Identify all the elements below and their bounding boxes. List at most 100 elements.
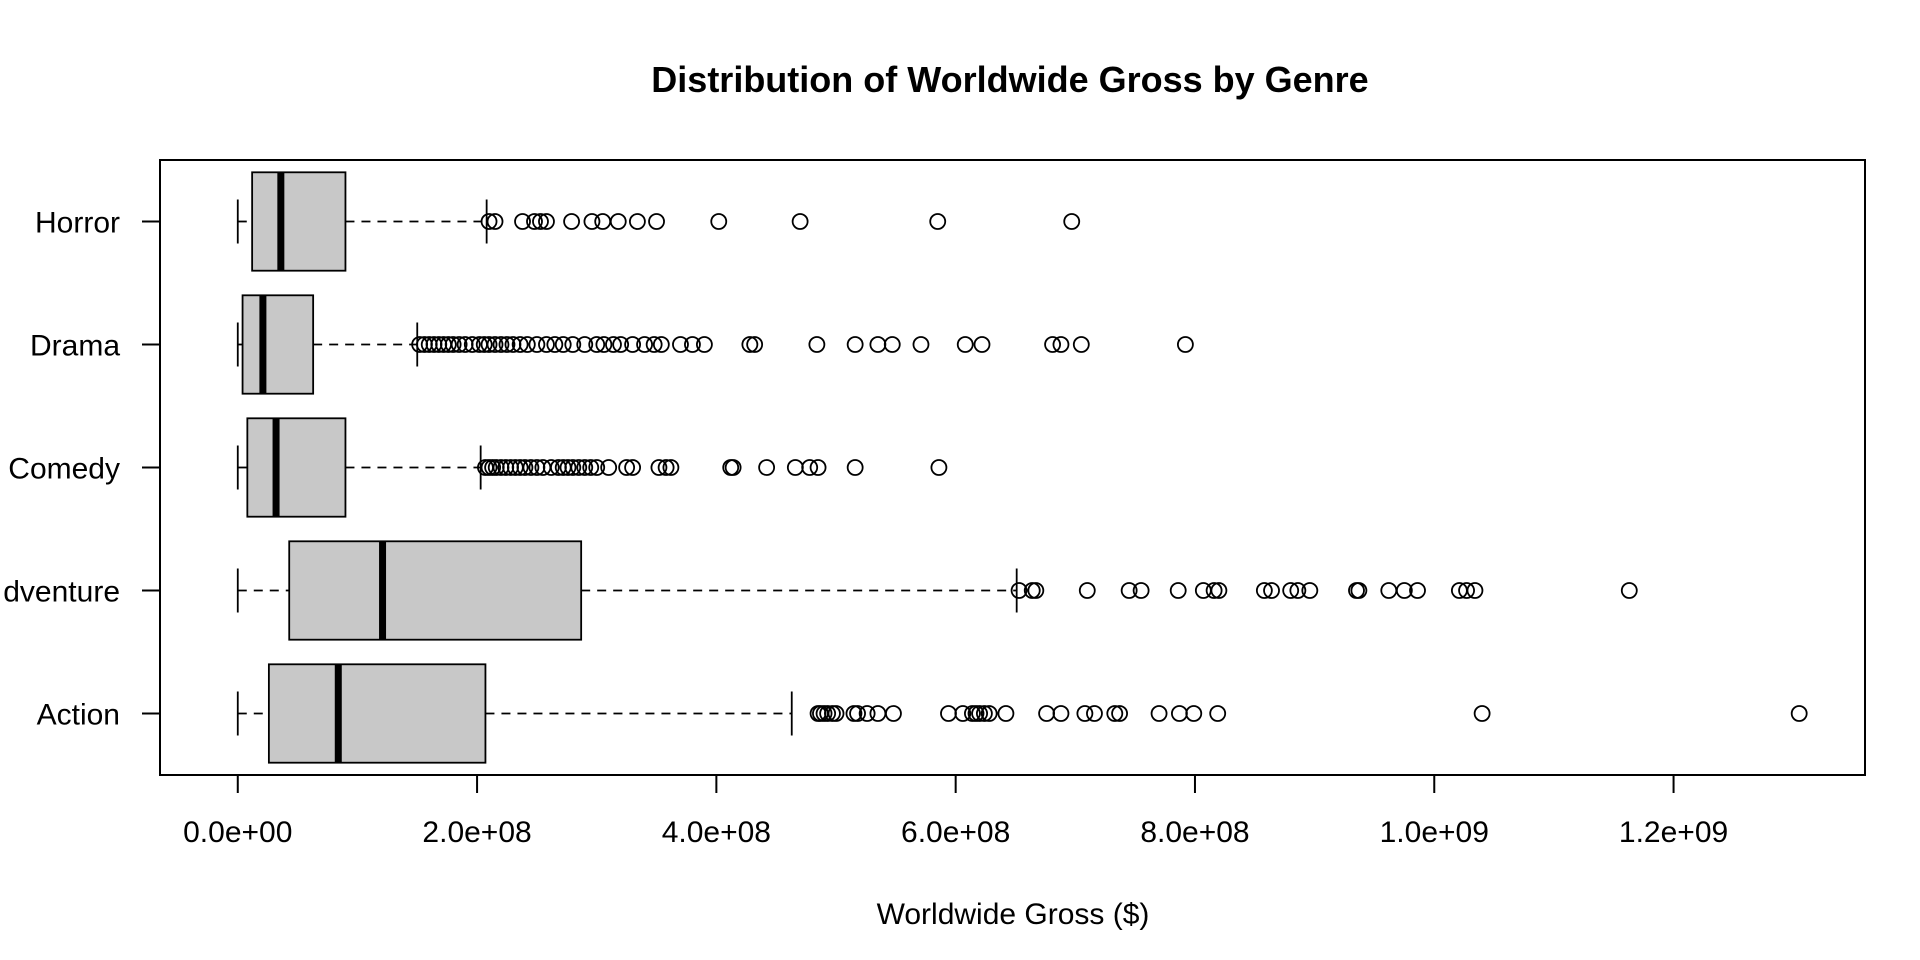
outlier-point bbox=[648, 213, 665, 230]
outlier-point bbox=[1205, 582, 1223, 599]
outlier-point bbox=[758, 459, 776, 476]
outlier-point bbox=[1255, 582, 1273, 599]
outlier-point bbox=[1620, 582, 1638, 599]
outlier-point bbox=[463, 336, 481, 353]
outlier-point bbox=[1171, 705, 1188, 722]
outlier-point bbox=[645, 336, 663, 353]
box-group-adventure bbox=[236, 540, 1638, 641]
boxes-layer bbox=[236, 171, 1808, 764]
outlier-point bbox=[522, 459, 540, 476]
outlier-point bbox=[1106, 705, 1124, 722]
outlier-point bbox=[1052, 705, 1070, 722]
outlier-point bbox=[498, 336, 516, 353]
box-group-drama bbox=[236, 294, 1194, 395]
outlier-point bbox=[1790, 705, 1808, 722]
y-tick-label: Action bbox=[37, 699, 120, 732]
outlier-point bbox=[956, 336, 974, 353]
outlier-point bbox=[576, 459, 594, 476]
outlier-point bbox=[696, 336, 713, 353]
outlier-point bbox=[450, 336, 468, 353]
outlier-point bbox=[444, 336, 462, 353]
outlier-point bbox=[511, 336, 529, 353]
outlier-point bbox=[518, 336, 536, 353]
x-tick-label: 4.0e+08 bbox=[662, 816, 771, 849]
outlier-point bbox=[710, 213, 728, 230]
outlier-point bbox=[559, 459, 577, 476]
outlier-point bbox=[858, 705, 876, 722]
outlier-point bbox=[885, 705, 902, 722]
outlier-point bbox=[480, 336, 498, 353]
box-iqr bbox=[241, 294, 315, 395]
outlier-point bbox=[684, 336, 701, 353]
outlier-point bbox=[1289, 582, 1307, 599]
outlier-point bbox=[1380, 582, 1398, 599]
y-tick-label: Comedy bbox=[8, 453, 120, 486]
box-iqr bbox=[267, 663, 487, 764]
outlier-point bbox=[746, 336, 764, 353]
outlier-point bbox=[629, 213, 646, 230]
x-tick-label: 6.0e+08 bbox=[901, 816, 1010, 849]
outlier-point bbox=[570, 459, 588, 476]
outlier-point bbox=[973, 336, 991, 353]
outlier-point bbox=[624, 336, 642, 353]
outlier-point bbox=[869, 705, 887, 722]
outlier-point bbox=[1409, 582, 1426, 599]
box-group-action bbox=[236, 663, 1808, 764]
outlier-point bbox=[1169, 582, 1187, 599]
outlier-point bbox=[486, 336, 504, 353]
outlier-point bbox=[846, 336, 864, 353]
outlier-point bbox=[1027, 582, 1045, 599]
outlier-point bbox=[1010, 582, 1028, 599]
y-tick-label: Horror bbox=[35, 207, 120, 240]
outlier-point bbox=[624, 459, 642, 476]
outlier-point bbox=[492, 336, 510, 353]
outlier-point bbox=[1072, 336, 1090, 353]
outlier-point bbox=[486, 213, 504, 230]
outlier-point bbox=[511, 459, 529, 476]
outlier-point bbox=[1282, 582, 1300, 599]
y-tick-label: Drama bbox=[30, 330, 120, 363]
chart-title: Distribution of Worldwide Gross by Genre bbox=[651, 59, 1368, 100]
outlier-point bbox=[819, 705, 837, 722]
outlier-point bbox=[786, 459, 804, 476]
outlier-point bbox=[542, 459, 560, 476]
outlier-point bbox=[930, 459, 948, 476]
x-tick-label: 0.0e+00 bbox=[183, 816, 292, 849]
outlier-point bbox=[1150, 705, 1168, 722]
outlier-point bbox=[595, 336, 613, 353]
outlier-point bbox=[480, 213, 498, 230]
outlier-point bbox=[657, 459, 675, 476]
box-iqr bbox=[251, 171, 347, 272]
outlier-point bbox=[809, 459, 827, 476]
outlier-point bbox=[1111, 705, 1128, 722]
outlier-point bbox=[1473, 705, 1491, 722]
outlier-point bbox=[975, 705, 993, 722]
x-tick-label: 1.2e+09 bbox=[1619, 816, 1728, 849]
outlier-point bbox=[1044, 336, 1061, 353]
outlier-point bbox=[1350, 582, 1368, 599]
outlier-point bbox=[672, 336, 689, 353]
outlier-point bbox=[1301, 582, 1319, 599]
outlier-point bbox=[546, 336, 564, 353]
outlier-point bbox=[564, 459, 582, 476]
outlier-point bbox=[883, 336, 901, 353]
outlier-point bbox=[563, 213, 580, 230]
outlier-point bbox=[741, 336, 759, 353]
outlier-point bbox=[1185, 705, 1203, 722]
outlier-point bbox=[605, 336, 622, 353]
outlier-point bbox=[1395, 582, 1413, 599]
box-group-horror bbox=[236, 171, 1081, 272]
outlier-point bbox=[808, 336, 826, 353]
box-iqr bbox=[288, 540, 583, 641]
outlier-point bbox=[439, 336, 457, 353]
outlier-point bbox=[912, 336, 930, 353]
outlier-point bbox=[618, 459, 636, 476]
outlier-point bbox=[997, 705, 1015, 722]
outlier-point bbox=[869, 336, 887, 353]
outlier-point bbox=[532, 213, 549, 230]
outlier-point bbox=[971, 705, 988, 722]
outlier-point bbox=[1209, 705, 1227, 722]
outlier-point bbox=[650, 459, 668, 476]
outlier-point bbox=[1063, 213, 1081, 230]
